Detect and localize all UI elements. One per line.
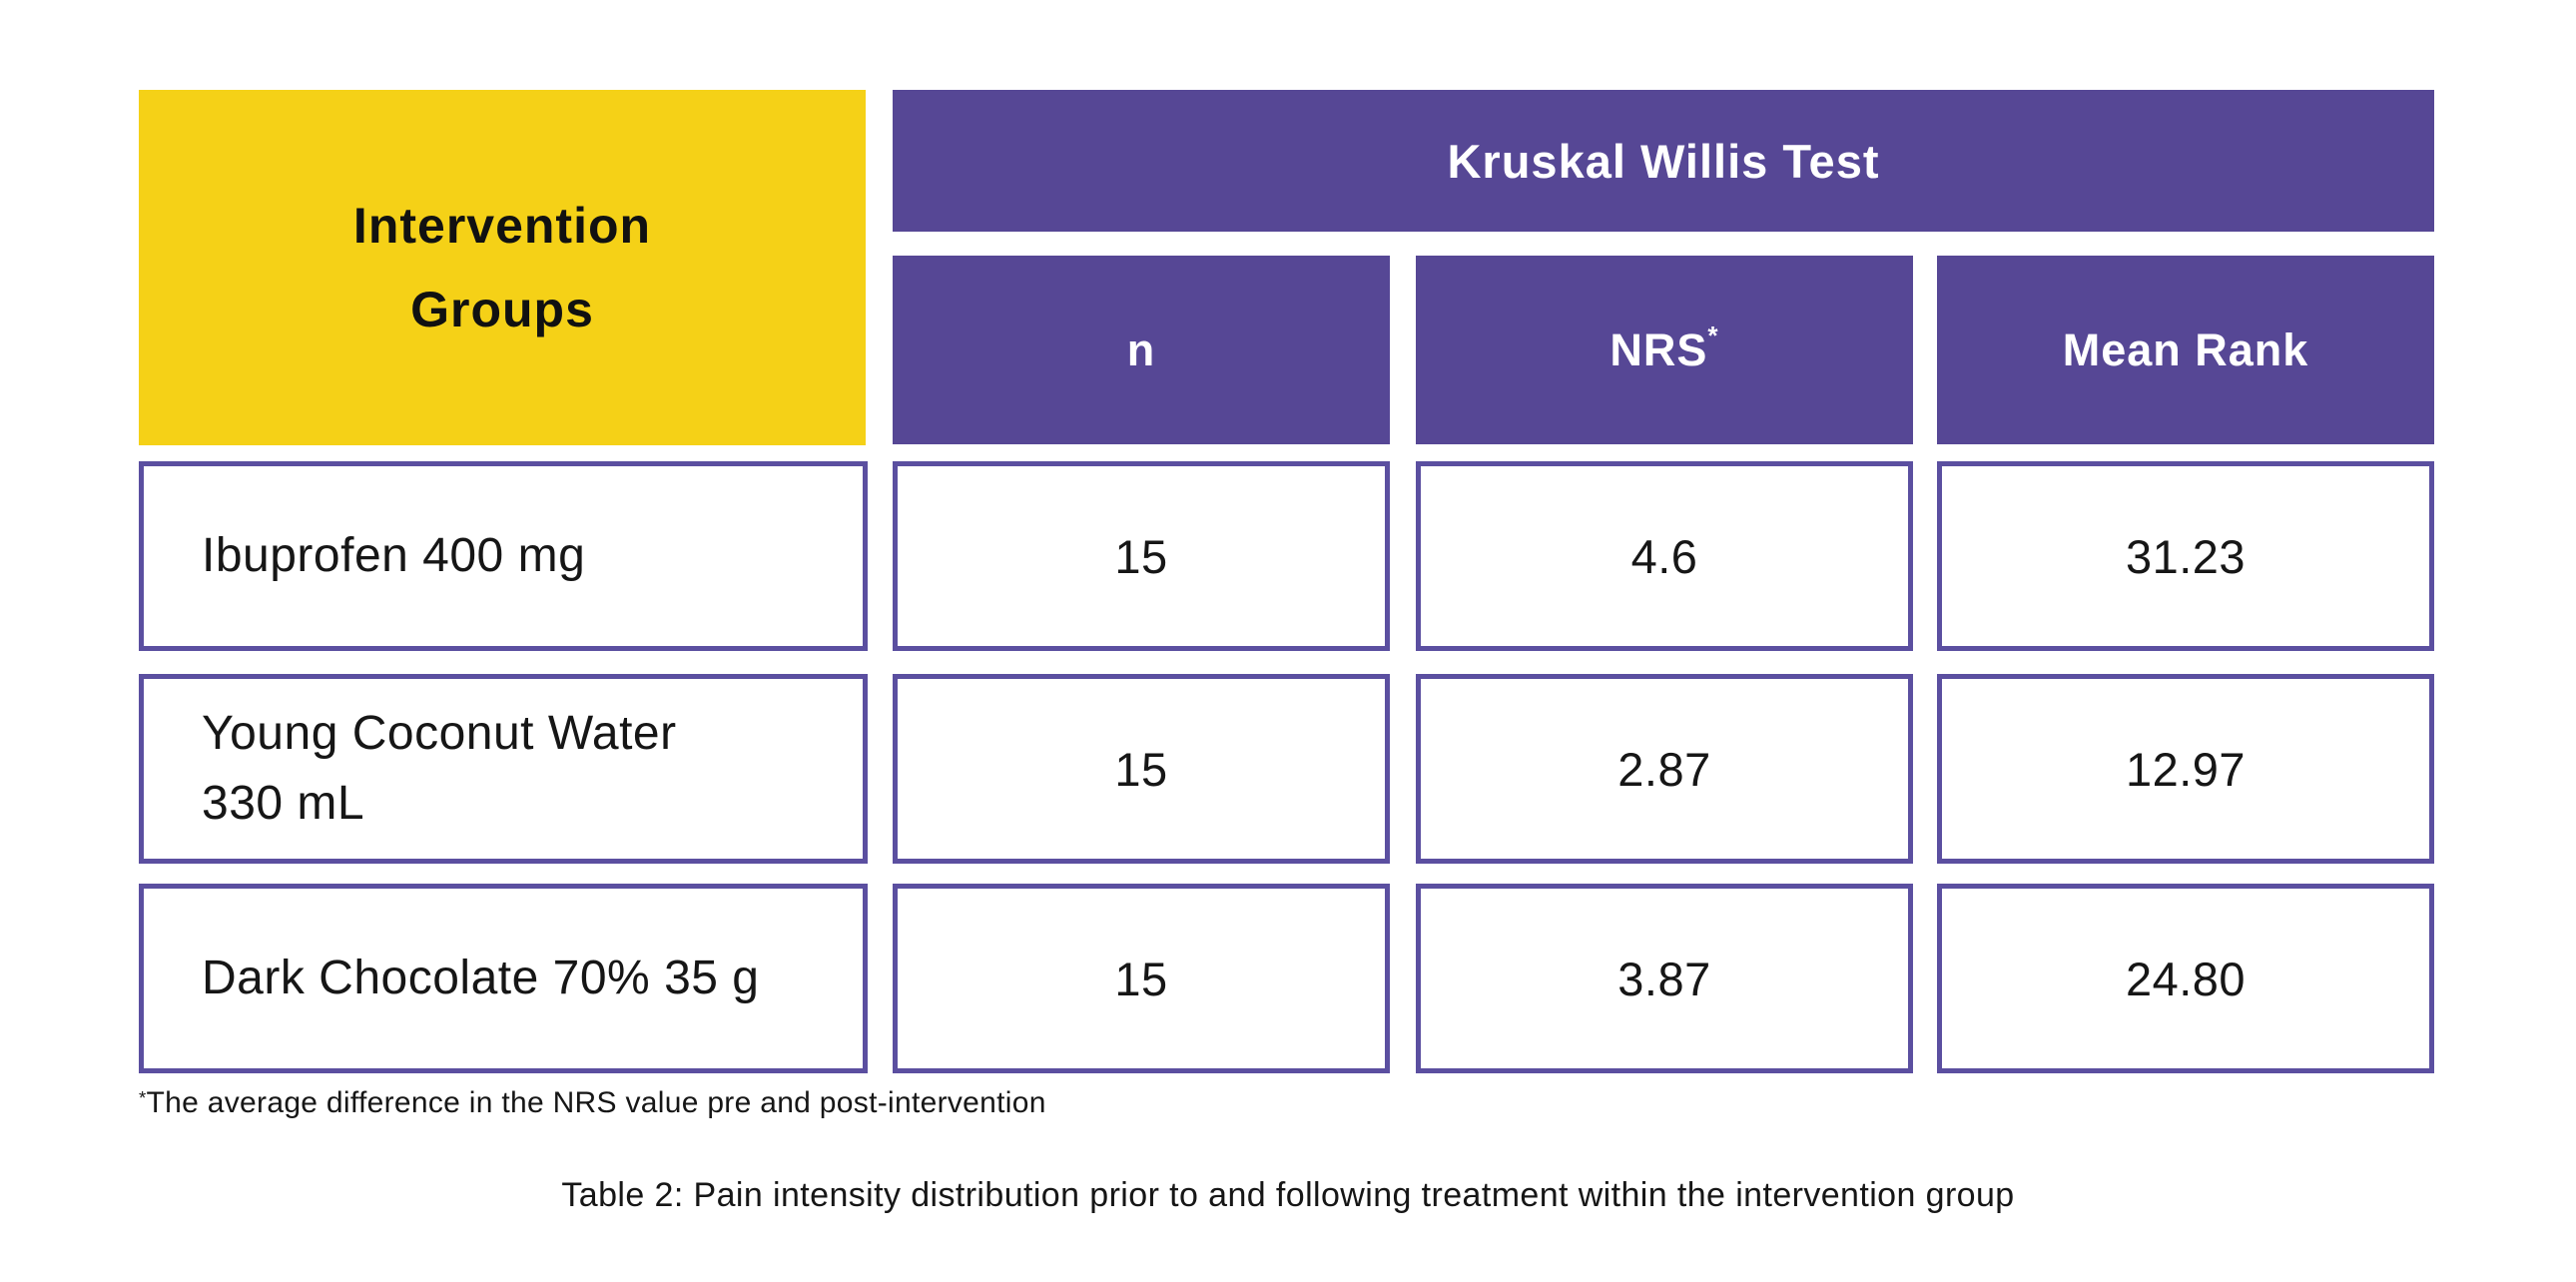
footnote: *The average difference in the NRS value…: [139, 1086, 1936, 1120]
cell-row1-mean-rank: 31.23: [1937, 461, 2434, 651]
intervention-groups-line2: Groups: [410, 282, 594, 337]
row-label-line: 330 mL: [202, 777, 365, 830]
cell-row3-n: 15: [893, 884, 1390, 1073]
column-header-nrs: NRS *: [1416, 256, 1913, 444]
cell-row2-mean-rank: 12.97: [1937, 674, 2434, 864]
nrs-asterisk: *: [1707, 320, 1719, 350]
footnote-text: The average difference in the NRS value …: [146, 1086, 1046, 1119]
cell-row2-nrs: 2.87: [1416, 674, 1913, 864]
cell-row3-mean-rank: 24.80: [1937, 884, 2434, 1073]
kruskal-willis-test-header: Kruskal Willis Test: [893, 90, 2434, 232]
column-header-n: n: [893, 256, 1390, 444]
row-label-line: Ibuprofen 400 mg: [202, 529, 586, 582]
row-label-coconut-water: Young Coconut Water 330 mL: [139, 674, 868, 864]
row-label-dark-chocolate: Dark Chocolate 70% 35 g: [139, 884, 868, 1073]
row-label-ibuprofen: Ibuprofen 400 mg: [139, 461, 868, 651]
cell-row1-n: 15: [893, 461, 1390, 651]
cell-row2-n: 15: [893, 674, 1390, 864]
cell-row1-nrs: 4.6: [1416, 461, 1913, 651]
cell-row3-nrs: 3.87: [1416, 884, 1913, 1073]
intervention-groups-header: Intervention Groups: [139, 90, 866, 445]
table-caption: Table 2: Pain intensity distribution pri…: [561, 1176, 2015, 1214]
column-header-mean-rank: Mean Rank: [1937, 256, 2434, 444]
row-label-line: Dark Chocolate 70% 35 g: [202, 952, 760, 1004]
nrs-label: NRS: [1610, 323, 1708, 375]
intervention-groups-line1: Intervention: [352, 198, 652, 254]
row-label-line: Young Coconut Water: [202, 707, 677, 760]
footnote-asterisk: *: [139, 1086, 147, 1108]
